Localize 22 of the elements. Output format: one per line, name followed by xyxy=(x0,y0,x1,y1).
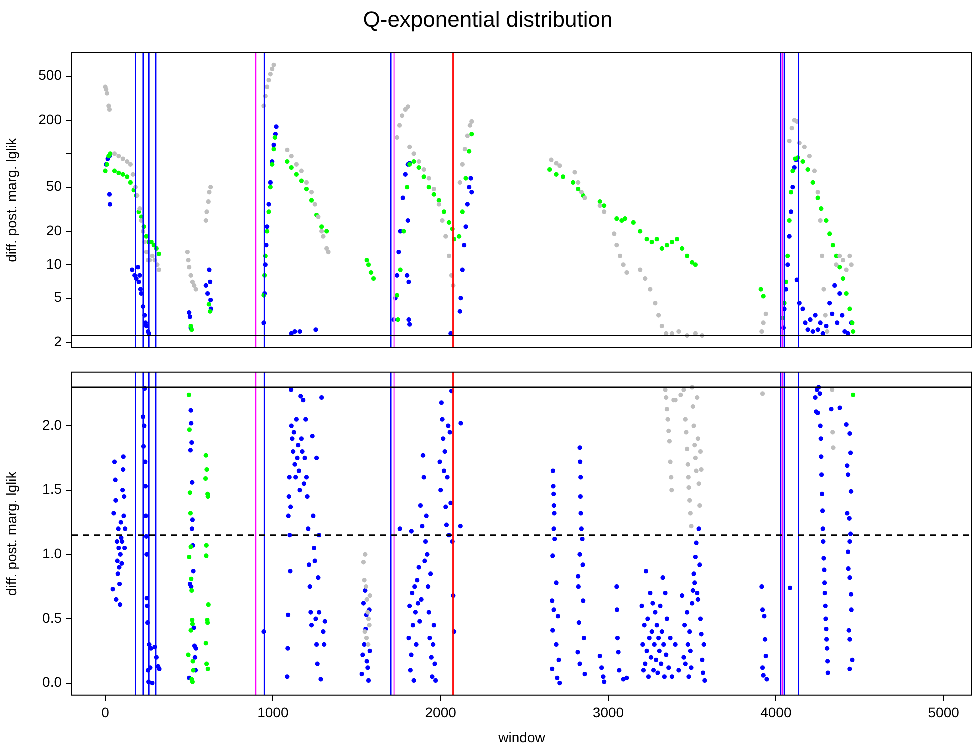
y-tick-label: 500 xyxy=(38,67,62,84)
y-tick-label: 1.0 xyxy=(42,546,62,562)
x-tick-label: 0 xyxy=(102,704,110,721)
y-tick-label: 10 xyxy=(46,256,62,272)
chart-title: Q-exponential distribution xyxy=(362,6,614,34)
y-tick-label: 20 xyxy=(46,222,62,238)
x-tick-label: 4000 xyxy=(760,704,792,721)
x-tick-label: 5000 xyxy=(928,704,960,721)
y-tick-label: 2.0 xyxy=(42,416,62,433)
y-axis-title: diff. post. marg. lglik xyxy=(3,470,20,596)
y-tick-label: 2 xyxy=(54,333,62,350)
y-tick-label: 5 xyxy=(54,289,62,306)
y-tick-label: 200 xyxy=(38,111,62,128)
y-tick-label: 1.5 xyxy=(42,481,62,498)
x-tick-label: 2000 xyxy=(425,704,457,721)
x-tick-label: 3000 xyxy=(592,704,624,721)
x-tick-label: 1000 xyxy=(258,704,289,721)
y-tick-label: 0.5 xyxy=(42,610,62,626)
x-axis-title: window xyxy=(498,729,546,746)
y-axis-title: diff. post. marg. lglik xyxy=(3,137,20,262)
y-tick-label: 0.0 xyxy=(42,674,62,690)
y-tick-label: 50 xyxy=(46,178,62,194)
